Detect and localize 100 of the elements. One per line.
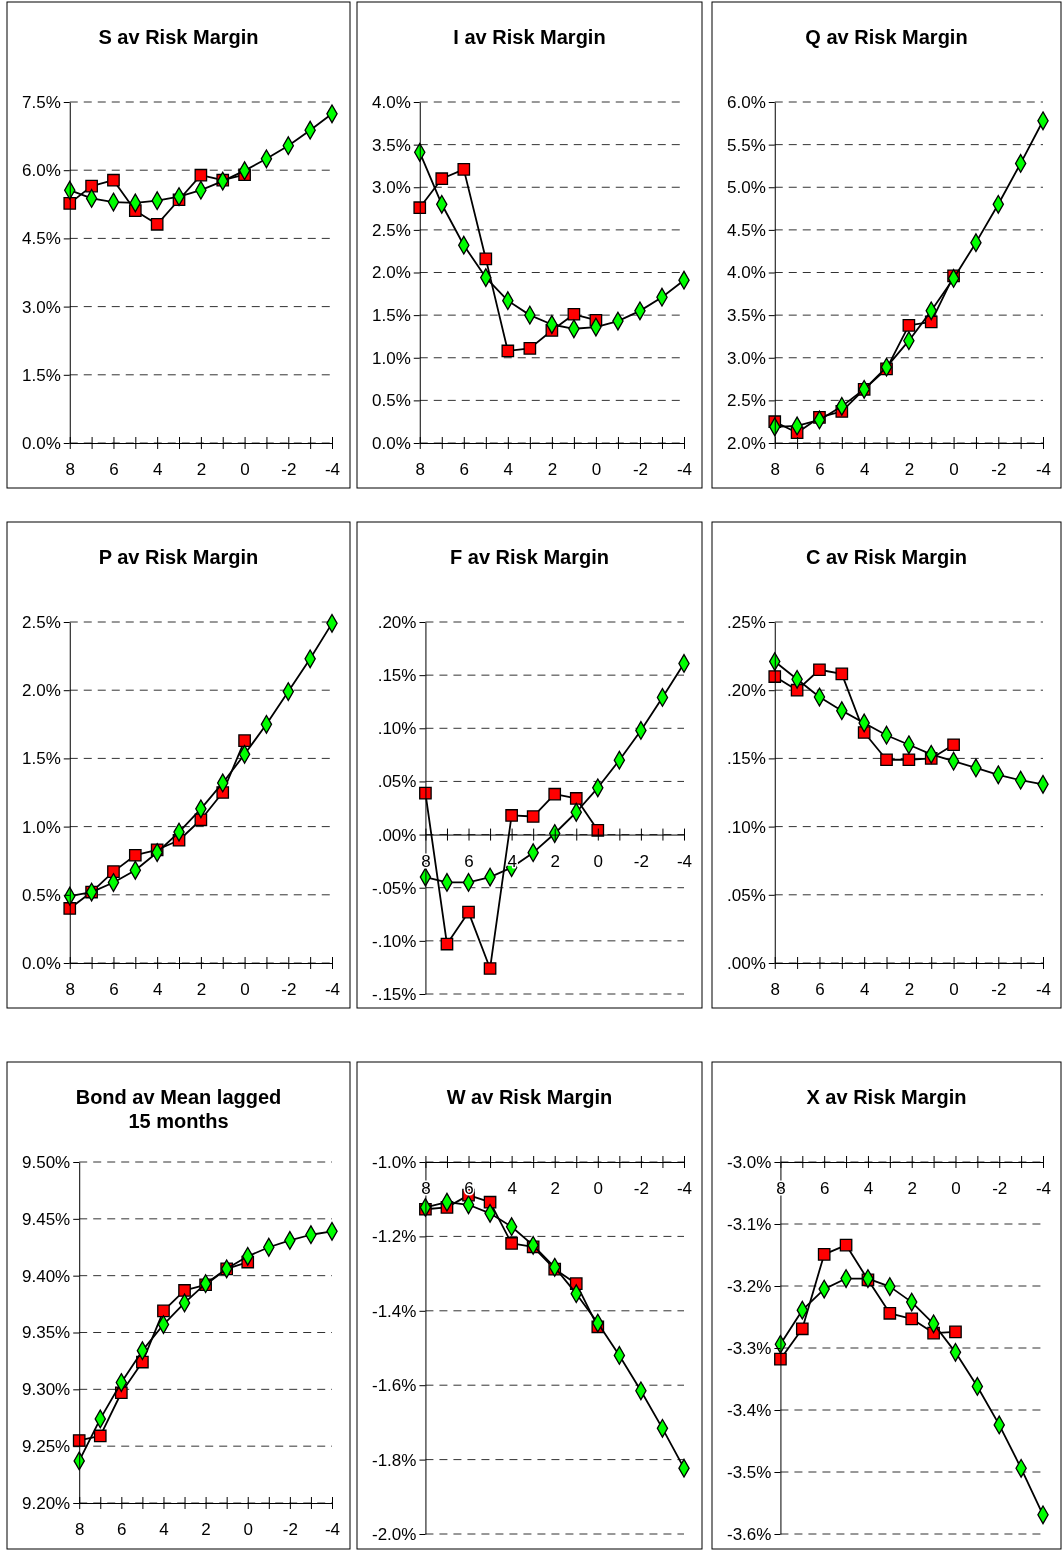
chart-title: F av Risk Margin bbox=[450, 546, 609, 568]
chart-title: I av Risk Margin bbox=[453, 26, 606, 48]
x-tick-label: -2 bbox=[991, 980, 1007, 1000]
x-tick-label: 2 bbox=[196, 980, 207, 1000]
x-tick-label: 6 bbox=[117, 1520, 127, 1540]
y-tick-label: -1.2% bbox=[372, 1227, 417, 1247]
y-tick-label: -.05% bbox=[372, 878, 417, 898]
y-tick-label: 9.45% bbox=[22, 1209, 71, 1229]
y-tick-label: -3.0% bbox=[727, 1152, 772, 1172]
y-tick-label: -3.1% bbox=[727, 1214, 772, 1234]
x-tick-label: 6 bbox=[815, 460, 825, 480]
y-tick-label: .25% bbox=[727, 612, 766, 632]
y-tick-label: -3.3% bbox=[727, 1338, 772, 1358]
y-tick-label: -1.8% bbox=[372, 1450, 417, 1470]
x-tick-label: -4 bbox=[676, 851, 693, 871]
x-tick-label: 0 bbox=[240, 980, 250, 1000]
x-tick-label: -2 bbox=[991, 460, 1007, 480]
y-tick-label: -1.0% bbox=[372, 1152, 417, 1172]
x-tick-label: 2 bbox=[907, 1179, 917, 1199]
x-tick-label: -2 bbox=[281, 980, 297, 1000]
x-tick-label: 4 bbox=[159, 1520, 169, 1540]
y-tick-label: -2.0% bbox=[372, 1524, 417, 1544]
y-tick-label: 7.5% bbox=[22, 92, 61, 112]
x-tick-label: 2 bbox=[547, 460, 558, 480]
y-tick-label: 9.50% bbox=[22, 1152, 71, 1172]
x-tick-label: -4 bbox=[1035, 1179, 1052, 1199]
x-tick-label: 8 bbox=[770, 460, 780, 480]
x-tick-label: -4 bbox=[324, 980, 341, 1000]
y-tick-label: .00% bbox=[377, 825, 417, 845]
y-tick-label: 9.35% bbox=[22, 1323, 71, 1343]
x-tick-label: 8 bbox=[65, 980, 75, 1000]
x-tick-label: 2 bbox=[550, 851, 560, 871]
y-tick-label: .05% bbox=[727, 885, 766, 905]
x-tick-label: 0 bbox=[591, 460, 602, 480]
x-tick-label: 2 bbox=[904, 460, 915, 480]
y-tick-label: 0.5% bbox=[22, 885, 61, 905]
x-tick-label: 0 bbox=[593, 851, 604, 871]
y-tick-label: -1.6% bbox=[372, 1376, 417, 1396]
x-tick-label: 6 bbox=[464, 851, 474, 871]
x-tick-label: -2 bbox=[992, 1179, 1008, 1199]
y-tick-label: .15% bbox=[727, 749, 766, 769]
y-tick-label: .10% bbox=[727, 817, 766, 837]
y-tick-label: .20% bbox=[727, 681, 766, 701]
x-tick-label: 0 bbox=[240, 460, 250, 480]
y-tick-label: .20% bbox=[377, 612, 417, 632]
y-tick-label: 1.5% bbox=[372, 306, 411, 326]
x-tick-label: 8 bbox=[74, 1520, 85, 1540]
y-tick-label: .10% bbox=[377, 719, 417, 739]
y-tick-label: .00% bbox=[727, 953, 766, 973]
y-tick-label: 0.0% bbox=[22, 433, 61, 453]
x-tick-label: 6 bbox=[815, 980, 825, 1000]
y-tick-label: 4.5% bbox=[22, 229, 61, 249]
y-tick-label: -.10% bbox=[372, 931, 417, 951]
y-tick-label: 4.0% bbox=[727, 263, 766, 283]
y-tick-label: -1.4% bbox=[372, 1301, 417, 1321]
y-tick-label: 4.5% bbox=[727, 220, 766, 240]
chart-title: S av Risk Margin bbox=[98, 26, 259, 48]
x-tick-label: 6 bbox=[819, 1179, 830, 1199]
x-tick-label: 2 bbox=[550, 1179, 560, 1199]
x-tick-label: 4 bbox=[859, 460, 870, 480]
y-tick-label: 3.0% bbox=[372, 178, 411, 198]
y-tick-label: 3.0% bbox=[727, 348, 766, 368]
x-tick-label: -4 bbox=[324, 1520, 341, 1540]
x-tick-label: 0 bbox=[593, 1179, 604, 1199]
y-tick-label: 2.5% bbox=[22, 612, 61, 632]
x-tick-label: 2 bbox=[904, 980, 915, 1000]
y-tick-label: .15% bbox=[377, 666, 417, 686]
chart-title: Bond av Mean lagged 15 months bbox=[75, 1086, 282, 1132]
x-tick-label: -2 bbox=[633, 1179, 649, 1199]
y-tick-label: 3.5% bbox=[727, 306, 766, 326]
x-tick-label: -4 bbox=[676, 460, 693, 480]
chart-title: Q av Risk Margin bbox=[805, 26, 968, 48]
x-tick-label: 0 bbox=[243, 1520, 253, 1540]
y-tick-label: 2.0% bbox=[727, 433, 766, 453]
chart-title: W av Risk Margin bbox=[446, 1086, 613, 1108]
x-tick-label: 2 bbox=[201, 1520, 211, 1540]
x-tick-label: 0 bbox=[951, 1179, 961, 1199]
chart-title: P av Risk Margin bbox=[98, 546, 259, 568]
x-tick-label: -2 bbox=[632, 460, 649, 480]
x-tick-label: 4 bbox=[507, 851, 517, 871]
x-tick-label: 6 bbox=[109, 460, 119, 480]
y-tick-label: -3.6% bbox=[727, 1524, 772, 1544]
y-tick-label: 1.5% bbox=[22, 749, 61, 769]
y-tick-label: 6.0% bbox=[727, 92, 766, 112]
y-tick-label: 4.0% bbox=[372, 92, 411, 112]
y-tick-label: 1.5% bbox=[22, 365, 61, 385]
y-tick-label: 9.25% bbox=[22, 1437, 71, 1457]
y-tick-label: 0.5% bbox=[372, 391, 411, 411]
x-tick-label: 8 bbox=[415, 460, 425, 480]
x-tick-label: -4 bbox=[676, 1179, 693, 1199]
x-tick-label: -4 bbox=[324, 460, 341, 480]
y-tick-label: 2.0% bbox=[372, 263, 411, 283]
y-tick-label: -.15% bbox=[372, 984, 417, 1004]
x-tick-label: 8 bbox=[770, 980, 780, 1000]
x-tick-label: 8 bbox=[65, 460, 75, 480]
y-tick-label: 2.5% bbox=[372, 220, 411, 240]
y-tick-label: 0.0% bbox=[372, 433, 411, 453]
y-tick-label: 0.0% bbox=[22, 953, 61, 973]
x-tick-label: 0 bbox=[949, 460, 959, 480]
y-tick-label: 3.5% bbox=[372, 135, 411, 155]
